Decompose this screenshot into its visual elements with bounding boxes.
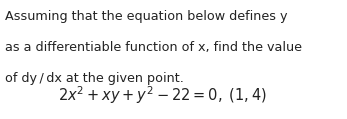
Text: as a differentiable function of x, find the value: as a differentiable function of x, find … (6, 41, 303, 54)
Text: Assuming that the equation below defines y: Assuming that the equation below defines… (6, 10, 288, 22)
Text: $2x^2 + xy + y^2 - 22 = 0, \;(1,4)$: $2x^2 + xy + y^2 - 22 = 0, \;(1,4)$ (58, 84, 266, 106)
Text: of dy / dx at the given point.: of dy / dx at the given point. (6, 72, 184, 85)
